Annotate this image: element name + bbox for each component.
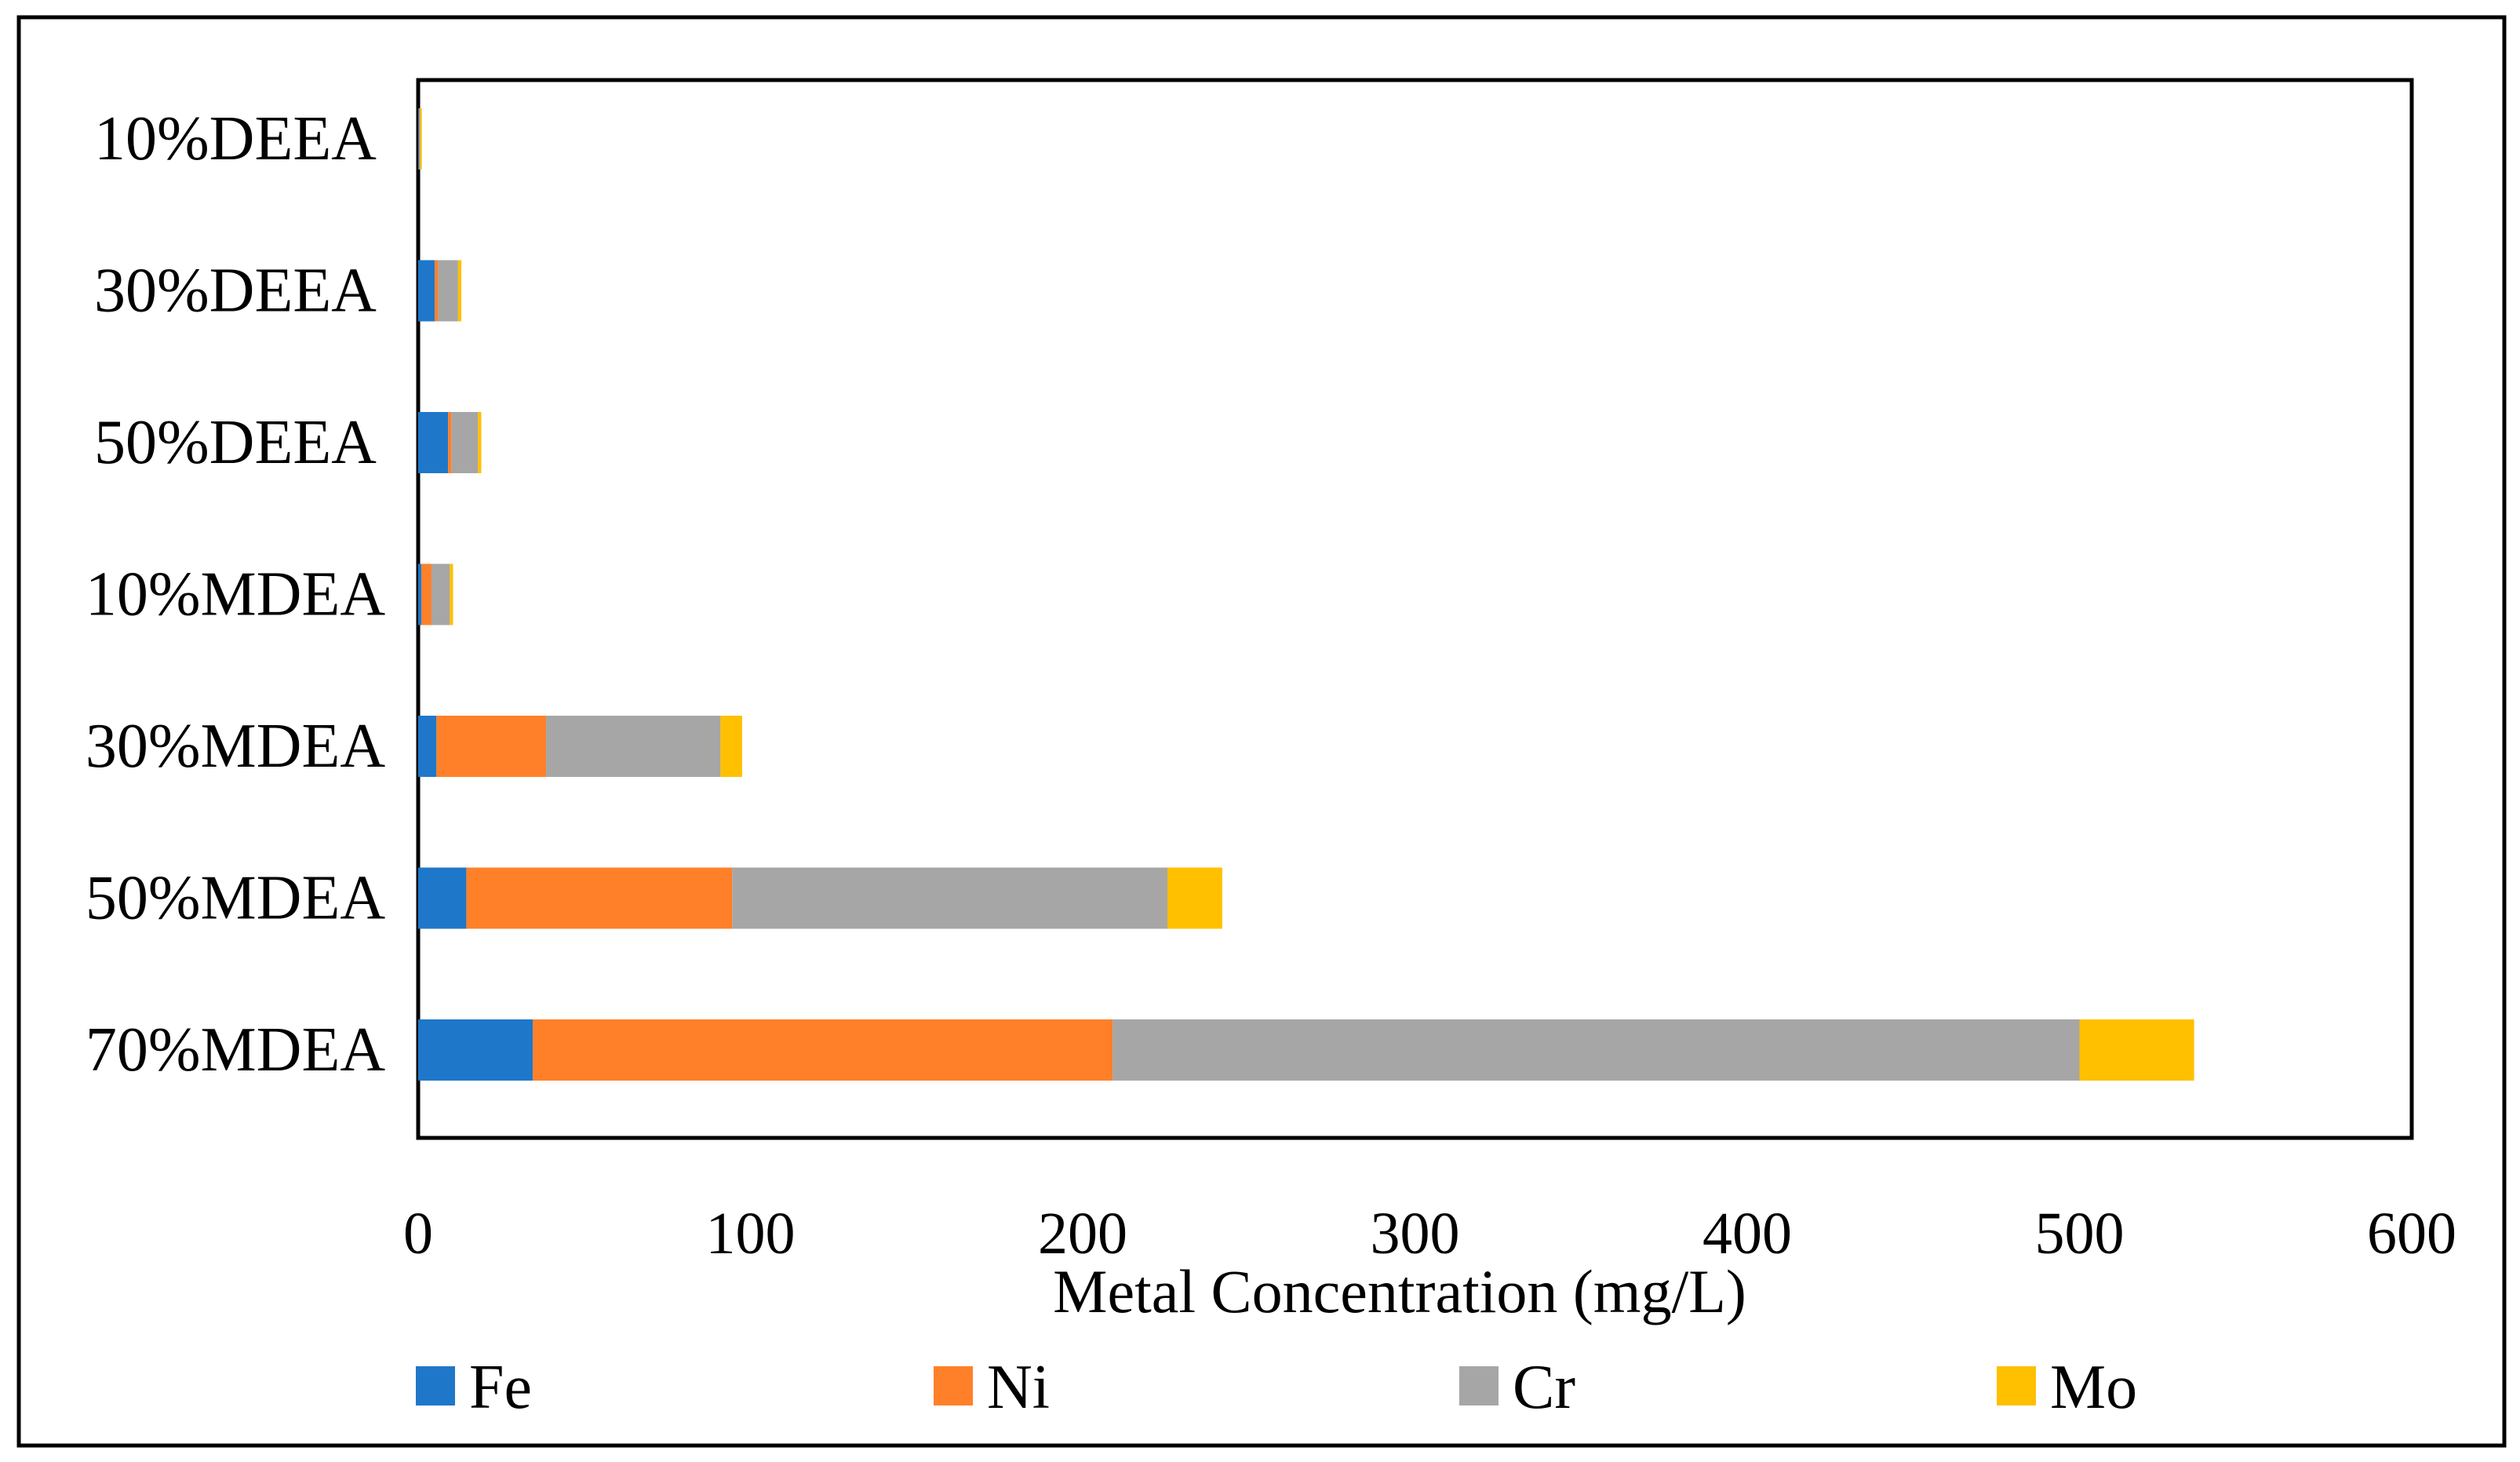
legend-swatch-cr bbox=[1459, 1366, 1499, 1405]
bar-segment-fe bbox=[418, 260, 435, 322]
bar-segment-fe bbox=[418, 563, 422, 625]
legend-swatch-mo bbox=[1997, 1366, 2036, 1405]
bar-segment-fe bbox=[418, 867, 467, 929]
bar-segment-fe bbox=[418, 716, 437, 777]
x-tick-label: 400 bbox=[1702, 1201, 1792, 1267]
legend-swatch-ni bbox=[934, 1366, 973, 1405]
x-axis-title: Metal Concentration (mg/L) bbox=[1053, 1257, 1746, 1325]
x-tick-label: 300 bbox=[1371, 1201, 1460, 1267]
bar-segment-mo bbox=[450, 563, 453, 625]
category-label: 50%DEEA bbox=[94, 408, 377, 477]
x-tick-label: 200 bbox=[1038, 1201, 1127, 1267]
bar-segment-cr bbox=[546, 716, 721, 777]
bar-segment-cr bbox=[431, 563, 450, 625]
bar-segment-cr bbox=[451, 412, 479, 473]
bar-segment-cr bbox=[438, 260, 458, 322]
chart-legend: Fe Ni Cr Mo bbox=[416, 1353, 2137, 1422]
category-label: 10%DEEA bbox=[94, 104, 377, 173]
bar-segment-fe bbox=[418, 412, 449, 473]
category-axis-labels: 10%DEEA 30%DEEA 50%DEEA 10%MDEA 30%MDEA 50%MD… bbox=[86, 104, 385, 1085]
bar-segment-ni bbox=[421, 563, 432, 625]
bar-segment-cr bbox=[419, 108, 421, 170]
chart-outer-border bbox=[16, 15, 2507, 1448]
legend-label-fe: Fe bbox=[469, 1353, 532, 1422]
x-tick-label: 100 bbox=[706, 1201, 796, 1267]
bar-series-group bbox=[418, 108, 2194, 1081]
category-label: 10%MDEA bbox=[86, 560, 385, 629]
bar-segment-ni bbox=[436, 716, 547, 777]
bar-segment-mo bbox=[720, 716, 742, 777]
legend-swatch-fe bbox=[416, 1366, 455, 1405]
bar-segment-ni bbox=[466, 867, 733, 929]
legend-label-cr: Cr bbox=[1513, 1353, 1575, 1422]
bar-segment-mo bbox=[478, 412, 482, 473]
legend-label-mo: Mo bbox=[2050, 1353, 2137, 1422]
bar-segment-cr bbox=[732, 867, 1167, 929]
bar-segment-mo bbox=[420, 108, 422, 170]
x-tick-label: 600 bbox=[2367, 1201, 2456, 1267]
x-axis-tick-labels: 0 100 200 300 400 500 600 bbox=[403, 1201, 2456, 1267]
bar-segment-ni bbox=[533, 1019, 1113, 1081]
bar-segment-mo bbox=[2079, 1019, 2194, 1081]
bar-segment-ni bbox=[435, 260, 439, 322]
bar-segment-fe bbox=[418, 1019, 533, 1081]
x-tick-label: 500 bbox=[2035, 1201, 2125, 1267]
category-label: 30%MDEA bbox=[86, 712, 385, 781]
category-label: 50%MDEA bbox=[86, 864, 385, 933]
bar-segment-mo bbox=[1167, 867, 1222, 929]
bar-segment-mo bbox=[457, 260, 462, 322]
category-label: 30%DEEA bbox=[94, 257, 377, 326]
bar-segment-ni bbox=[448, 412, 452, 473]
bar-segment-fe bbox=[418, 108, 419, 170]
x-tick-label: 0 bbox=[403, 1201, 433, 1267]
legend-label-ni: Ni bbox=[987, 1353, 1050, 1422]
category-label: 70%MDEA bbox=[86, 1015, 385, 1085]
bar-segment-cr bbox=[1113, 1019, 2080, 1081]
